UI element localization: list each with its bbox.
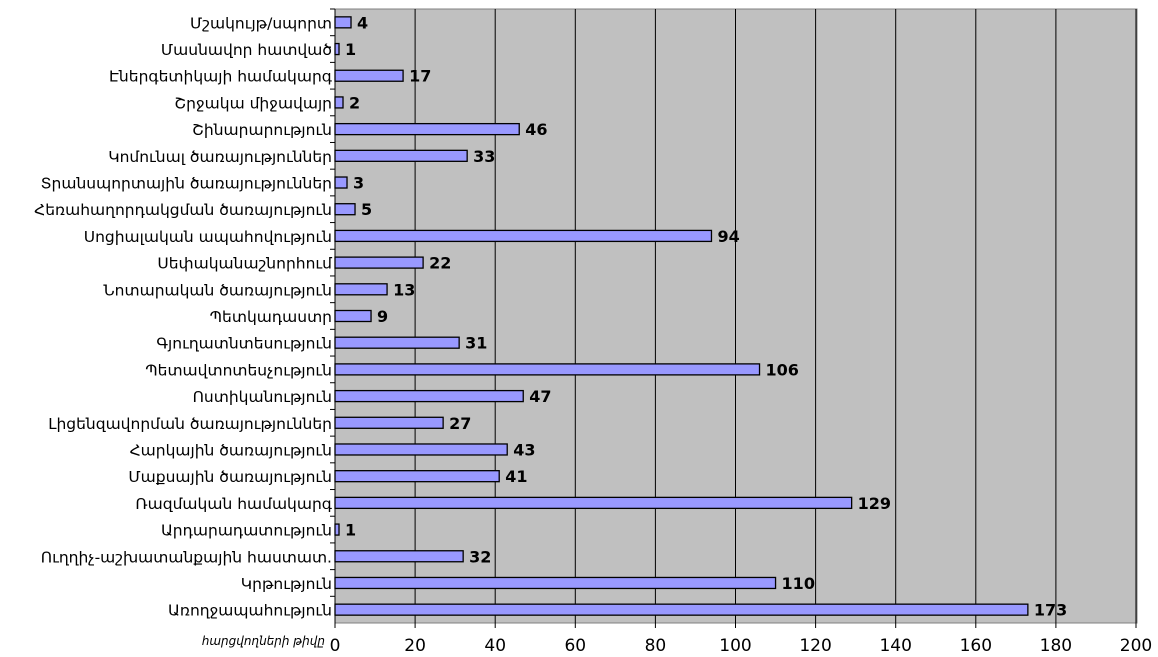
value-label: 5 xyxy=(361,200,372,219)
value-label: 129 xyxy=(858,494,891,513)
value-label: 173 xyxy=(1034,601,1067,620)
bar xyxy=(334,470,500,483)
bar xyxy=(334,176,348,189)
bar xyxy=(334,496,853,510)
category-label: Պետկադաստր xyxy=(210,308,332,326)
x-tick-label: 0 xyxy=(330,636,341,656)
bar xyxy=(334,416,444,429)
category-label: Կոմունալ ծառայություններ xyxy=(108,148,332,166)
value-label: 94 xyxy=(717,227,739,246)
category-label: Արդարադատություն xyxy=(161,522,332,540)
category-label: Շրջակա միջավայր xyxy=(174,94,332,112)
category-label: Պետավտոտեսչություն xyxy=(145,361,332,379)
value-label: 4 xyxy=(357,13,368,32)
value-label: 1 xyxy=(345,40,356,59)
x-tick-label: 100 xyxy=(719,636,751,656)
x-tick-labels: 0 20 40 60 80 100 120 140 160 180 200 xyxy=(330,636,1153,656)
bar xyxy=(334,122,520,136)
x-tick-label: 180 xyxy=(1040,636,1072,656)
bar xyxy=(334,229,713,243)
category-label: Գյուղատնտեսություն xyxy=(156,335,332,353)
value-label: 27 xyxy=(449,414,471,433)
value-label: 33 xyxy=(473,147,495,166)
bar xyxy=(334,256,424,269)
bar xyxy=(334,283,388,296)
value-label: 13 xyxy=(393,280,415,299)
value-label: 1 xyxy=(345,521,356,540)
bar xyxy=(334,42,340,56)
category-label: Լիցենզավորման ծառայություններ xyxy=(48,415,332,433)
bar xyxy=(334,550,464,563)
value-label: 106 xyxy=(766,360,799,379)
x-axis-label: հարցվողների թիվը xyxy=(202,634,325,648)
bar xyxy=(334,576,777,590)
bar xyxy=(334,389,524,403)
category-label: Մաքսային ծառայություն xyxy=(128,468,332,486)
category-label: Ռազմական համակարգ xyxy=(135,495,332,513)
x-tick-label: 200 xyxy=(1120,636,1152,656)
category-label: Հեռահաղորդակցման ծառայություն xyxy=(34,201,332,219)
bar xyxy=(334,363,761,376)
bar xyxy=(334,336,460,349)
value-label: 41 xyxy=(505,467,527,486)
category-label: Շինարարություն xyxy=(192,121,332,139)
bar xyxy=(334,16,352,29)
bar xyxy=(334,523,340,536)
value-labels: 4117246333594221393110647274341129132110… xyxy=(345,13,1067,619)
value-label: 110 xyxy=(782,574,815,593)
value-label: 46 xyxy=(525,120,547,139)
value-label: 32 xyxy=(469,547,491,566)
category-label: Ոստիկանություն xyxy=(193,388,332,406)
x-tick-label: 20 xyxy=(404,636,426,656)
category-label: Հարկային ծառայություն xyxy=(130,441,332,459)
value-label: 2 xyxy=(349,93,360,112)
value-label: 47 xyxy=(529,387,551,406)
category-label: Առողջապահություն xyxy=(168,602,332,620)
category-label: Մասնավոր հատված xyxy=(161,41,332,59)
bar xyxy=(334,149,468,162)
category-label: Կրթություն xyxy=(241,575,332,593)
x-tick-label: 160 xyxy=(960,636,992,656)
category-label: Սոցիալական ապահովություն xyxy=(84,228,332,246)
category-label: Էներգետիկայի համակարգ xyxy=(109,68,333,86)
category-label: Տրանսպորտային ծառայություններ xyxy=(41,175,332,193)
value-label: 9 xyxy=(377,307,388,326)
x-tick-label: 80 xyxy=(645,636,667,656)
bar xyxy=(334,603,1029,616)
category-label: Նոտարական ծառայություն xyxy=(103,281,332,299)
category-label: Սեփականաշնորհում xyxy=(157,255,333,273)
category-labels: Մշակույթ/սպորտ Մասնավոր հատված Էներգետիկայ… xyxy=(34,14,333,619)
x-tick-label: 40 xyxy=(484,636,506,656)
x-tick-label: 60 xyxy=(564,636,586,656)
x-tick-label: 140 xyxy=(879,636,911,656)
value-label: 3 xyxy=(353,174,364,193)
bar xyxy=(334,69,404,82)
bar xyxy=(334,203,356,216)
bar xyxy=(334,309,372,323)
category-label: Ուղղիչ-աշխատանքային հաստատ. xyxy=(41,548,332,566)
bar xyxy=(334,96,344,109)
value-label: 31 xyxy=(465,334,487,353)
value-label: 43 xyxy=(513,440,535,459)
bars xyxy=(334,16,1029,616)
value-label: 17 xyxy=(409,67,431,86)
bar xyxy=(334,443,508,456)
category-label: Մշակույթ/սպորտ xyxy=(190,14,332,32)
x-tick-label: 120 xyxy=(799,636,831,656)
value-label: 22 xyxy=(429,254,451,273)
